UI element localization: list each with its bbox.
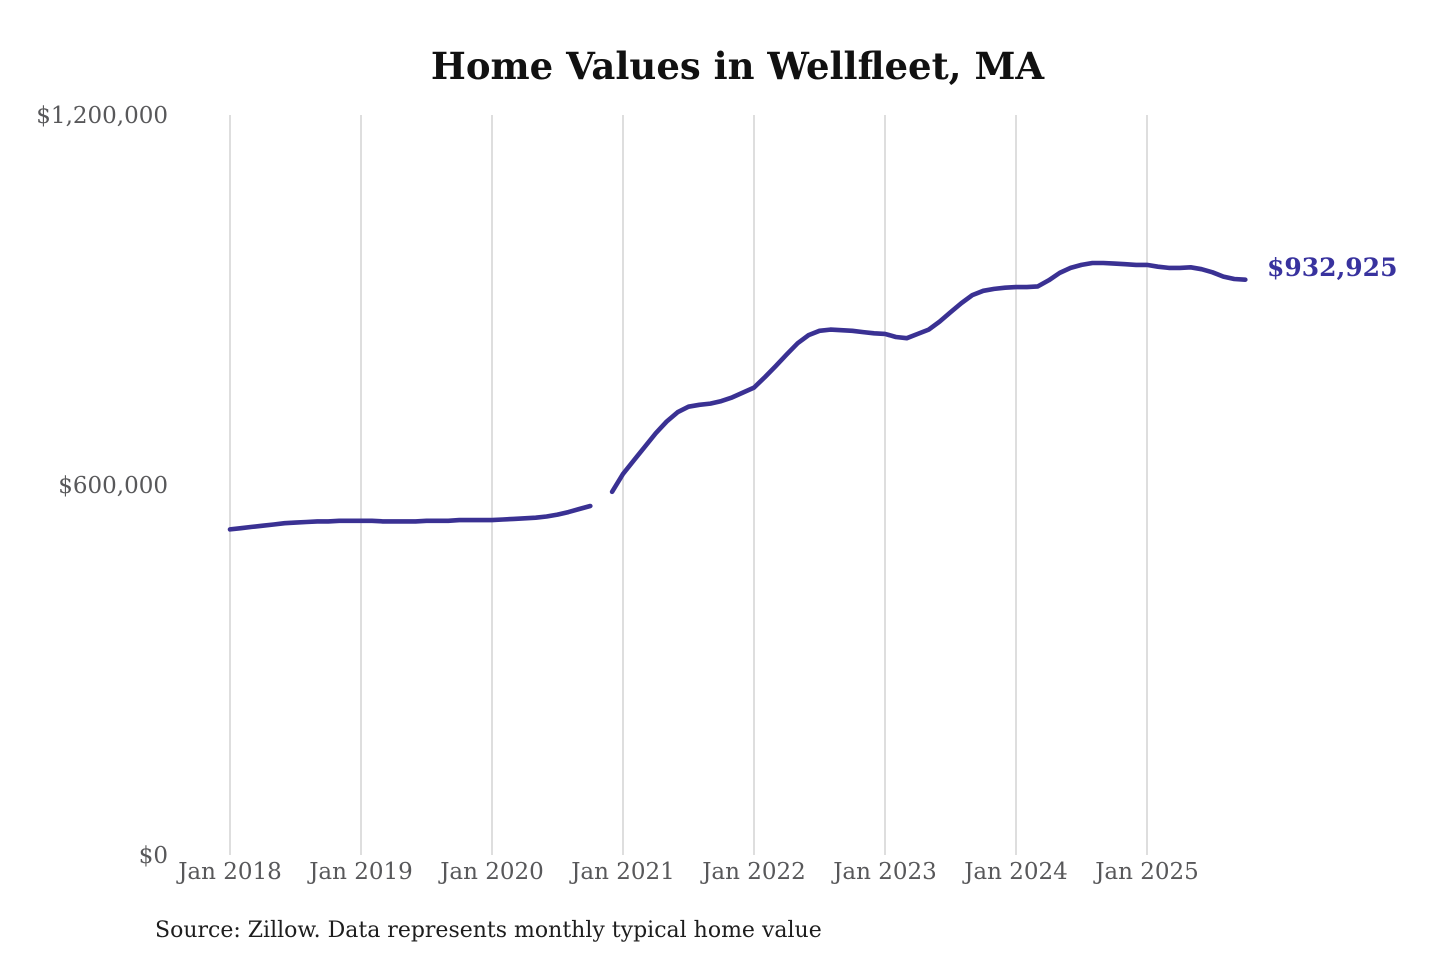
latest-value-label: $932,925 [1267, 253, 1398, 282]
y-axis-label: $1,200,000 [36, 103, 168, 129]
x-axis-label: Jan 2023 [831, 859, 937, 885]
x-axis-label: Jan 2021 [569, 859, 675, 885]
chart-title: Home Values in Wellfleet, MA [430, 44, 1045, 88]
x-axis-label: Jan 2020 [438, 859, 544, 885]
x-axis-label: Jan 2019 [307, 859, 413, 885]
y-axis-label: $0 [139, 843, 168, 869]
source-note: Source: Zillow. Data represents monthly … [155, 918, 822, 943]
home-value-line [227, 260, 1248, 532]
x-axis-label: Jan 2025 [1093, 859, 1199, 885]
x-axis-label: Jan 2022 [700, 859, 806, 885]
y-axis-label: $600,000 [58, 473, 168, 499]
x-axis-label: Jan 2018 [176, 859, 282, 885]
x-axis-label: Jan 2024 [962, 859, 1068, 885]
